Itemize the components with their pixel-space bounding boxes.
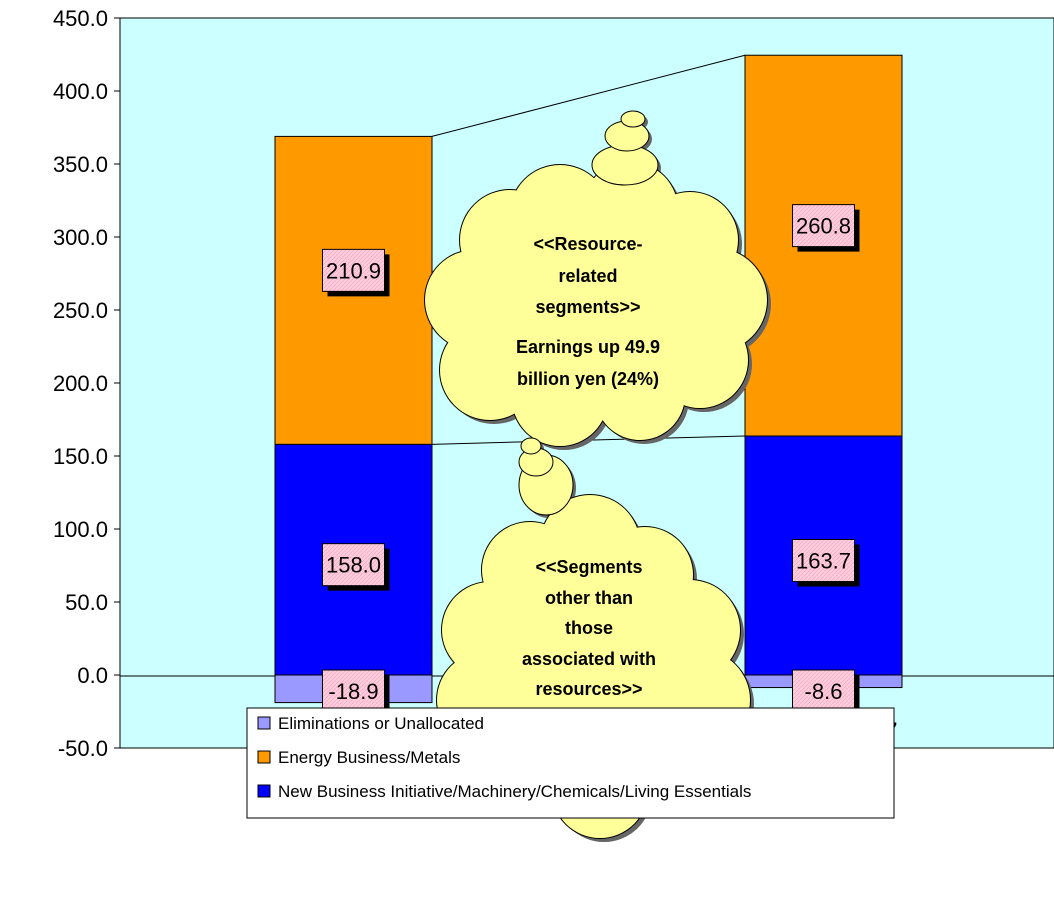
legend-label-1: Energy Business/Metals [278, 748, 460, 767]
y-tick-label-6: 150.0 [53, 444, 108, 469]
data-label-energy-1: 260.8 [796, 214, 851, 239]
data-label-new-business-0: 158.0 [326, 553, 381, 578]
cloud-other-title-4: resources>> [535, 679, 642, 699]
y-tick-label-3: 300.0 [53, 225, 108, 250]
cloud-other-title-0: <<Segments [535, 557, 642, 577]
legend-swatch-1 [258, 751, 270, 763]
y-tick-label-4: 250.0 [53, 298, 108, 323]
data-label-eliminations-0: -18.9 [328, 679, 378, 704]
legend: Eliminations or Unallocated Energy Busine… [247, 708, 894, 818]
y-tick-label-1: 400.0 [53, 79, 108, 104]
data-label-new-business-1: 163.7 [796, 548, 851, 573]
cloud-resource-title-0: <<Resource- [533, 234, 642, 254]
y-tick-label-9: 0.0 [77, 663, 108, 688]
cloud-other-title-2: those [565, 618, 613, 638]
data-label-eliminations-1: -8.6 [805, 679, 843, 704]
y-tick-label-0: 450.0 [53, 6, 108, 31]
y-tick-label-7: 100.0 [53, 517, 108, 542]
legend-swatch-0 [258, 717, 270, 729]
cloud-resource-title-2: segments>> [535, 297, 640, 317]
legend-swatch-2 [258, 785, 270, 797]
y-axis-ticks: 450.0 400.0 350.0 300.0 250.0 200.0 150.0 100.0… [53, 6, 120, 761]
y-tick-label-10: -50.0 [58, 736, 108, 761]
cloud-other-title-1: other than [545, 588, 633, 608]
cloud-resource-detail-1: billion yen (24%) [517, 369, 659, 389]
cloud-resource-bubble-2 [621, 111, 645, 127]
cloud-other-bubble-2 [521, 438, 541, 454]
legend-label-0: Eliminations or Unallocated [278, 714, 484, 733]
y-tick-label-2: 350.0 [53, 152, 108, 177]
data-label-energy-0: 210.9 [326, 258, 381, 283]
cloud-resource-title-1: related [558, 266, 617, 286]
cloud-resource-detail-0: Earnings up 49.9 [516, 337, 660, 357]
cloud-other-title-3: associated with [522, 649, 656, 669]
y-tick-label-8: 50.0 [65, 590, 108, 615]
legend-label-2: New Business Initiative/Machinery/Chemic… [278, 782, 751, 801]
y-tick-label-5: 200.0 [53, 371, 108, 396]
